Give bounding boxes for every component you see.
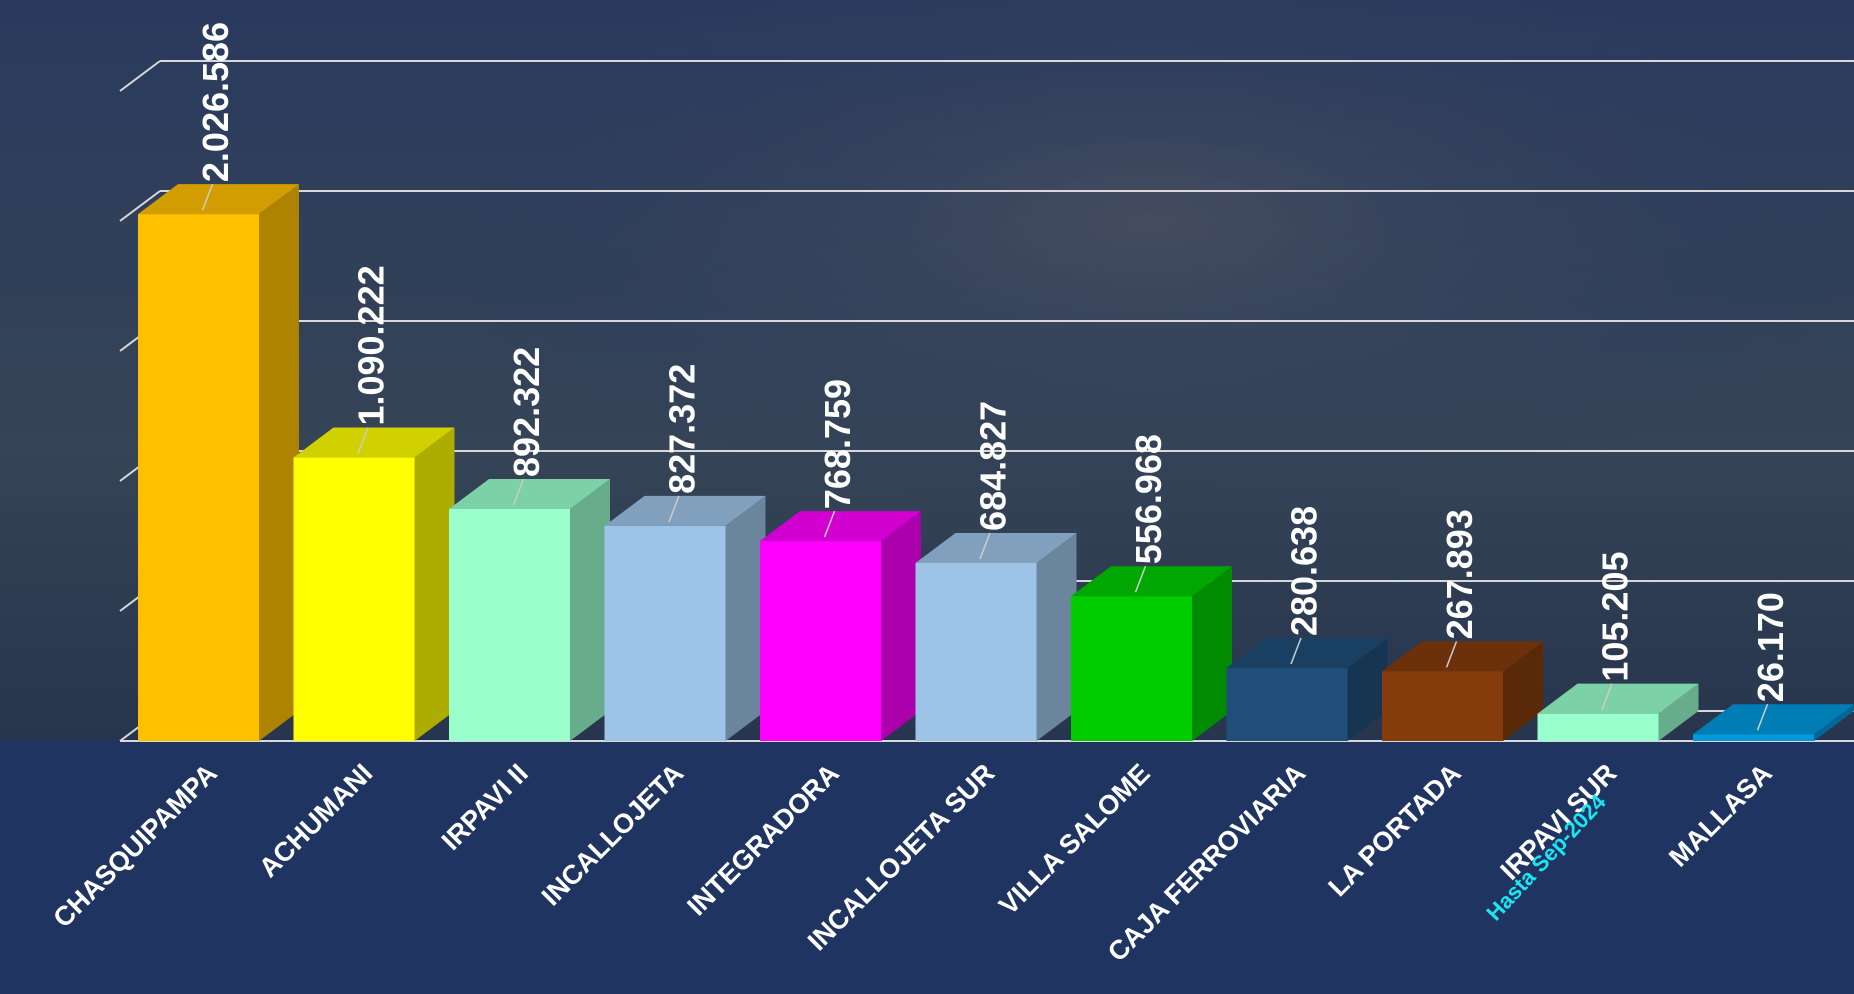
value-label: 892.322 bbox=[506, 347, 547, 477]
bar-side bbox=[1037, 533, 1077, 741]
bar-side bbox=[881, 511, 921, 741]
bar bbox=[1227, 668, 1348, 741]
bar bbox=[1071, 596, 1192, 741]
value-label: 2.026.586 bbox=[195, 22, 236, 182]
bar bbox=[916, 563, 1037, 741]
bar bbox=[1693, 734, 1814, 741]
bar bbox=[449, 509, 570, 741]
page: {"chart_data": {"type": "bar3d", "catego… bbox=[0, 0, 1854, 994]
bar bbox=[138, 214, 259, 741]
value-label: 827.372 bbox=[662, 364, 703, 494]
value-label: 684.827 bbox=[973, 401, 1014, 531]
value-label: 1.090.222 bbox=[351, 265, 392, 425]
value-label: 267.893 bbox=[1439, 509, 1480, 639]
bar-side bbox=[259, 184, 299, 741]
bar bbox=[605, 526, 726, 741]
bar-side bbox=[726, 496, 766, 741]
value-label: 768.759 bbox=[817, 379, 858, 509]
bar-side bbox=[415, 428, 455, 741]
bar bbox=[1538, 714, 1659, 741]
value-label: 280.638 bbox=[1284, 506, 1325, 636]
value-label: 105.205 bbox=[1595, 552, 1636, 682]
chart: 2.026.586CHASQUIPAMPA1.090.222ACHUMANI89… bbox=[0, 0, 1854, 994]
bar bbox=[294, 458, 415, 741]
bar-side bbox=[570, 479, 610, 741]
bar-side bbox=[1192, 566, 1232, 741]
bar bbox=[1382, 671, 1503, 741]
bar bbox=[760, 541, 881, 741]
value-label: 26.170 bbox=[1750, 592, 1791, 702]
value-label: 556.968 bbox=[1128, 434, 1169, 564]
